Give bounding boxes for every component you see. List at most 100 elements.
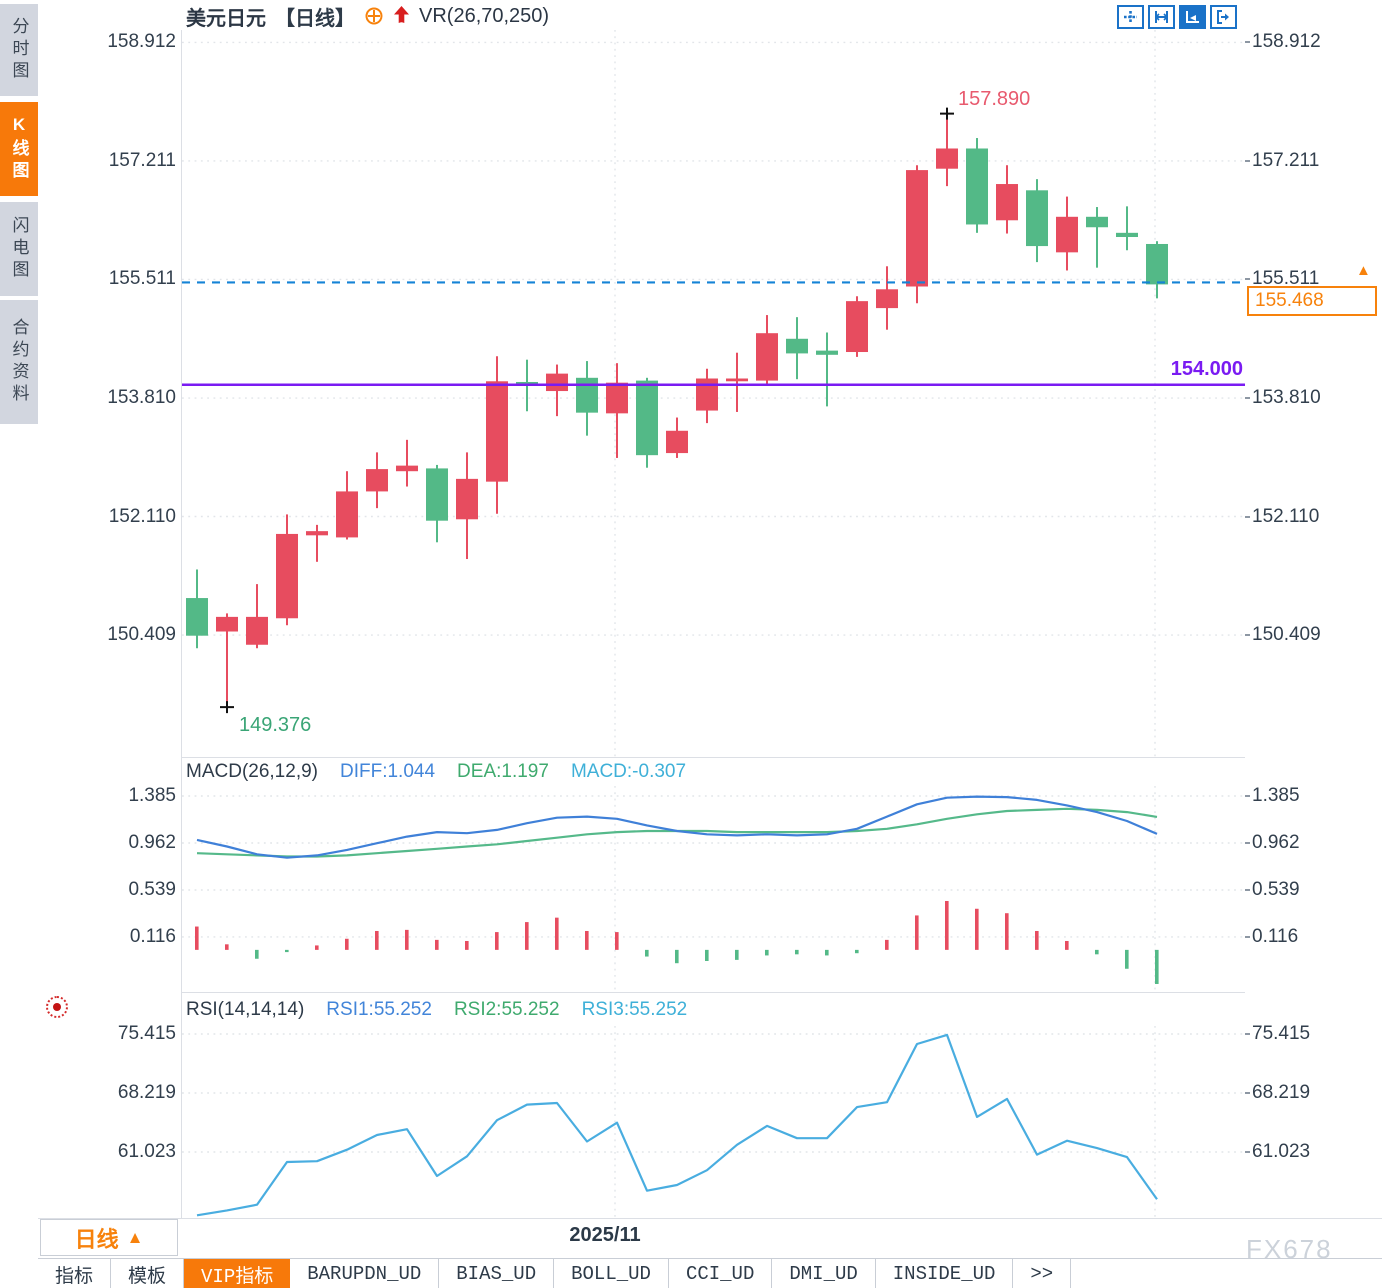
candle[interactable] (876, 266, 898, 330)
candle[interactable] (216, 613, 238, 708)
bottom-tab-4[interactable]: BARUPDN_UD (290, 1259, 440, 1288)
sidebar-item-2[interactable]: K线图 (0, 102, 38, 196)
candle[interactable] (1116, 206, 1138, 251)
axis-label: 150.409 (1252, 624, 1321, 646)
pan-crosshair-icon[interactable] (1117, 5, 1144, 29)
bottom-tab-10[interactable]: >> (1013, 1259, 1072, 1288)
macd-hist-bar (1005, 913, 1009, 950)
axis-label: 158.912 (107, 31, 176, 53)
overlay-indicator-label: VR(26,70,250) (419, 4, 550, 27)
candle[interactable] (306, 524, 328, 562)
candle[interactable] (726, 352, 748, 412)
macd-panel[interactable] (182, 786, 1245, 990)
candle[interactable] (666, 417, 688, 458)
bottom-tab-6[interactable]: BOLL_UD (554, 1259, 669, 1288)
macd-hist-bar (825, 949, 829, 956)
price-up-arrow-icon: ▲ (1356, 262, 1371, 280)
rsi-panel[interactable] (182, 1026, 1245, 1218)
candle[interactable] (1086, 207, 1108, 268)
candle[interactable] (816, 332, 838, 407)
extreme-marker (220, 701, 234, 714)
macd-hist-bar (315, 945, 319, 950)
candle[interactable] (786, 317, 808, 380)
candle[interactable] (996, 165, 1018, 234)
candle[interactable] (546, 364, 568, 417)
candle[interactable] (966, 138, 988, 233)
macd-hist-bar (735, 949, 739, 960)
axis-label: 61.023 (1252, 1140, 1311, 1162)
symbol-title: 美元日元 (186, 7, 266, 30)
candle[interactable] (936, 113, 958, 187)
axis-label: 153.810 (1252, 387, 1321, 409)
axis-label: 155.511 (1252, 268, 1320, 290)
candle[interactable] (606, 363, 628, 458)
axis-label: 68.219 (1252, 1081, 1311, 1103)
candle[interactable] (276, 514, 298, 626)
price-panel[interactable] (182, 30, 1245, 757)
bottom-tab-7[interactable]: CCI_UD (669, 1259, 773, 1288)
target-icon[interactable] (364, 6, 384, 26)
period-tag[interactable]: 【日线】 (275, 7, 355, 30)
axis-range-icon[interactable] (1148, 5, 1175, 29)
macd-hist-bar (705, 949, 709, 961)
candle[interactable] (1056, 196, 1078, 271)
sidebar-item-1[interactable]: 分时图 (0, 4, 38, 96)
panel-separator (38, 1218, 1382, 1219)
macd-hist-bar (885, 939, 889, 950)
alert-sun-icon[interactable] (46, 996, 68, 1018)
axis-label: 75.415 (117, 1022, 176, 1044)
panel-separator (182, 992, 1245, 993)
candle[interactable] (636, 377, 658, 468)
axis-play-icon[interactable] (1179, 5, 1206, 29)
sidebar-item-4[interactable]: 合约资料 (0, 300, 38, 424)
axis-label: 1.385 (128, 784, 176, 806)
macd-hist-bar (915, 915, 919, 950)
candle[interactable] (486, 356, 508, 514)
period-selector-button[interactable]: 日线 ▲ (40, 1219, 178, 1256)
macd-hist-bar (765, 949, 769, 956)
candle[interactable] (456, 452, 478, 560)
axis-tick (1245, 159, 1250, 162)
axis-label: 68.219 (117, 1081, 176, 1103)
macd-hist-bar (675, 949, 679, 964)
axis-tick (1245, 515, 1250, 518)
candle[interactable] (426, 464, 448, 543)
macd-hist-bar (585, 930, 589, 950)
macd-hist-bar (1065, 940, 1069, 950)
candle[interactable] (846, 296, 868, 357)
rsi-header: RSI(14,14,14) RSI1:55.252 RSI2:55.252 RS… (186, 999, 687, 1021)
axis-tick (1245, 397, 1250, 400)
axis-tick (1245, 1032, 1250, 1035)
macd-hist-bar (285, 949, 289, 953)
chart-header: 美元日元 【日线】 VR(26,70,250) (186, 3, 550, 30)
candle[interactable] (336, 471, 358, 540)
candle[interactable] (906, 165, 928, 304)
macd-title: MACD(26,12,9) (186, 761, 318, 782)
rsi-title: RSI(14,14,14) (186, 999, 305, 1020)
exit-right-icon[interactable] (1210, 5, 1237, 29)
bottom-tab-1[interactable]: 指标 (38, 1259, 112, 1288)
rsi3-value: RSI3:55.252 (581, 999, 688, 1020)
candle[interactable] (576, 361, 598, 436)
bottom-tab-8[interactable]: DMI_UD (772, 1259, 876, 1288)
candle[interactable] (696, 368, 718, 424)
candle[interactable] (366, 452, 388, 509)
candle[interactable] (756, 315, 778, 386)
macd-hist-bar (345, 938, 349, 950)
bottom-tab-2[interactable]: 模板 (111, 1259, 185, 1288)
bottom-tab-5[interactable]: BIAS_UD (439, 1259, 555, 1288)
axis-label: 153.810 (107, 387, 176, 409)
candle[interactable] (1026, 179, 1048, 263)
macd-hist-bar (465, 940, 469, 950)
candle[interactable] (396, 439, 418, 487)
axis-label: 158.912 (1252, 31, 1321, 53)
bottom-tab-9[interactable]: INSIDE_UD (876, 1259, 1014, 1288)
macd-hist-bar (855, 949, 859, 954)
candle[interactable] (1146, 241, 1168, 299)
macd-hist-bar (1155, 949, 1159, 984)
sidebar-item-3[interactable]: 闪电图 (0, 202, 38, 296)
candle[interactable] (246, 584, 268, 649)
bottom-tab-3[interactable]: VIP指标 (184, 1259, 291, 1288)
candle[interactable] (186, 569, 208, 649)
